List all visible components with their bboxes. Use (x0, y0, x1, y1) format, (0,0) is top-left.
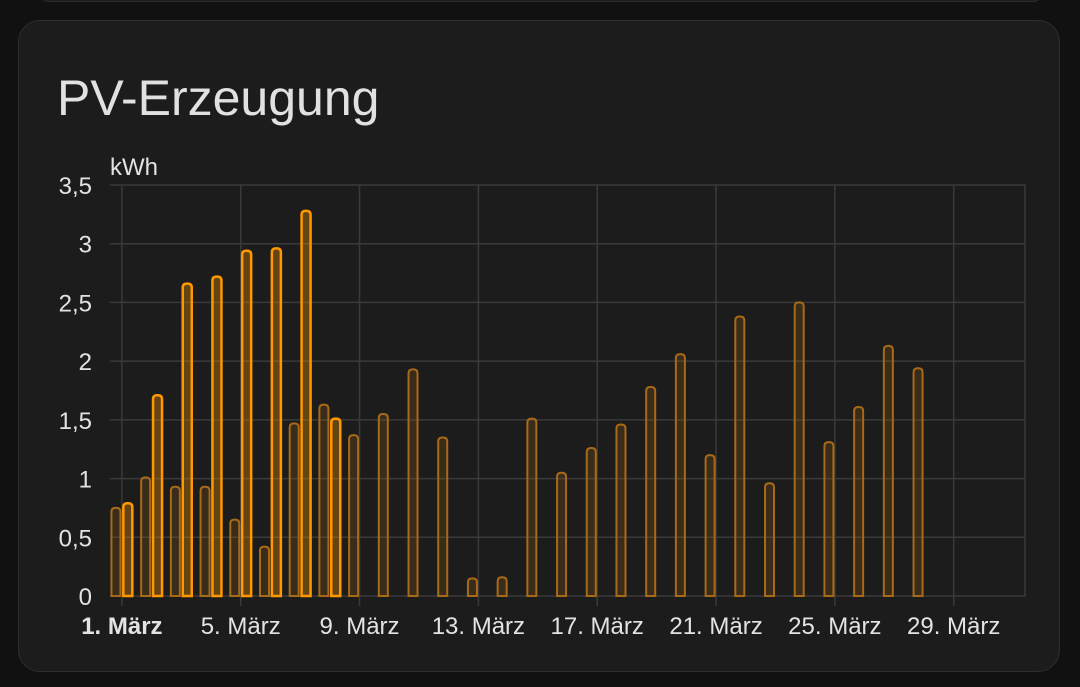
x-tick-label: 17. März (551, 613, 644, 640)
y-tick-label: 1,5 (59, 408, 92, 435)
bar-bright[interactable] (330, 417, 342, 598)
x-tick-label: 1. März (81, 613, 162, 640)
x-tick-label: 5. März (201, 613, 281, 640)
bar-bright[interactable] (181, 282, 193, 598)
bar-bright[interactable] (211, 275, 223, 598)
y-tick-label: 0 (79, 584, 92, 611)
bar-bright[interactable] (122, 501, 134, 598)
bar-dim[interactable] (437, 436, 449, 597)
bar-dim[interactable] (674, 353, 686, 597)
bar-dim[interactable] (258, 545, 270, 597)
bar-dim[interactable] (348, 434, 360, 597)
y-tick-label: 2 (79, 349, 92, 376)
bar-dim[interactable] (882, 344, 894, 597)
bar-dim[interactable] (645, 385, 657, 597)
bar-dim[interactable] (556, 471, 568, 597)
card-title: PV-Erzeugung (57, 70, 380, 126)
bar-dim[interactable] (912, 367, 924, 597)
bar-dim[interactable] (526, 417, 538, 597)
bar-bright[interactable] (300, 209, 312, 598)
y-tick-label: 2,5 (59, 290, 92, 317)
x-tick-label: 29. März (907, 613, 1000, 640)
bar-dim[interactable] (110, 506, 122, 597)
bar-dim[interactable] (853, 405, 865, 597)
bar-dim[interactable] (199, 485, 211, 597)
bar-dim[interactable] (466, 577, 478, 597)
bar-dim[interactable] (140, 476, 152, 597)
chart-bars (110, 209, 924, 598)
chart-labels: 0 0,5 1 1,5 2 2,5 3 3,5 1. März 5. März 9. März 13.… (59, 154, 1001, 640)
bar-dim[interactable] (407, 368, 419, 597)
bar-dim[interactable] (288, 422, 300, 597)
bar-bright[interactable] (240, 249, 253, 598)
bar-dim[interactable] (229, 518, 241, 597)
y-tick-label: 3,5 (59, 173, 92, 200)
y-tick-label: 3 (79, 232, 92, 259)
bar-dim[interactable] (823, 441, 835, 597)
chart-grid (110, 184, 1026, 606)
bar-dim[interactable] (585, 447, 597, 597)
x-tick-label: 21. März (669, 613, 762, 640)
x-tick-label: 13. März (432, 613, 525, 640)
bar-dim[interactable] (615, 423, 627, 597)
y-axis-unit: kWh (110, 154, 158, 181)
bar-dim[interactable] (496, 576, 508, 597)
x-tick-label: 25. März (788, 613, 881, 640)
x-tick-label: 9. März (320, 613, 400, 640)
bar-dim[interactable] (704, 454, 716, 597)
bar-dim[interactable] (377, 412, 389, 597)
bar-dim[interactable] (793, 301, 805, 597)
y-tick-label: 0,5 (59, 525, 92, 552)
y-tick-label: 1 (79, 467, 92, 494)
bar-dim[interactable] (169, 485, 181, 597)
bar-bright[interactable] (270, 247, 283, 598)
bar-bright[interactable] (151, 393, 164, 598)
bar-dim[interactable] (318, 403, 330, 597)
bar-dim[interactable] (734, 315, 746, 597)
bar-dim[interactable] (764, 482, 776, 597)
